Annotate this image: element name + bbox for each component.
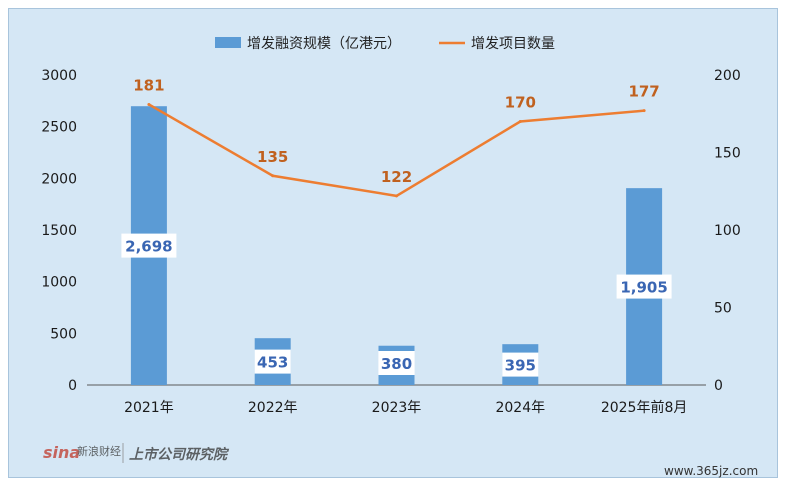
combo-chart: 增发融资规模（亿港元） 增发项目数量 050010001500200025003… <box>41 36 758 478</box>
y-left-tick-label: 2500 <box>41 120 77 136</box>
count-point <box>642 109 646 113</box>
bar-value-label: 395 <box>505 357 536 375</box>
y-right-tick-label: 100 <box>714 223 741 239</box>
chart-card: 增发融资规模（亿港元） 增发项目数量 0 500 1000 1500 2000 2500 3… <box>8 8 778 478</box>
bar-value-label: 453 <box>257 354 288 372</box>
legend-bar-swatch <box>215 37 241 48</box>
count-point <box>147 102 151 106</box>
count-value-label: 170 <box>505 94 536 112</box>
y-left-tick-label: 2000 <box>41 171 77 187</box>
institute-text: 上市公司研究院 <box>129 446 230 463</box>
watermark: sina 新浪财经 上市公司研究院 <box>43 443 230 463</box>
bar-value-label: 380 <box>381 355 412 373</box>
bar-label-box <box>254 349 291 374</box>
bar-value-label: 1,905 <box>620 279 667 297</box>
count-value-label: 122 <box>381 168 412 186</box>
x-tick-label: 2023年 <box>372 400 422 416</box>
x-tick-label: 2022年 <box>248 400 298 416</box>
count-point <box>518 120 522 123</box>
x-axis: 2021年 2022年 2023年 2024年 2025年前8月 <box>124 399 687 416</box>
x-tick-label: 2025年前8月 <box>601 399 688 416</box>
x-tick-label: 2024年 <box>495 400 545 416</box>
bar-series: 2,698 453 380 395 1,905 <box>121 106 672 385</box>
y-right-tick-label: 0 <box>714 378 723 394</box>
y-left-tick-label: 1500 <box>41 223 77 239</box>
y-axis-left: 0 500 1000 1500 2000 2500 3000 <box>41 68 77 394</box>
legend: 增发融资规模（亿港元） 增发项目数量 <box>215 36 555 52</box>
legend-bar-label: 增发融资规模（亿港元） <box>247 36 401 52</box>
y-right-tick-label: 200 <box>714 68 741 84</box>
y-left-tick-label: 3000 <box>41 68 77 84</box>
count-value-label: 135 <box>257 148 288 166</box>
legend-line-label: 增发项目数量 <box>471 36 555 52</box>
y-left-tick-label: 500 <box>50 326 77 342</box>
bar-label-box <box>502 352 539 377</box>
y-left-tick-label: 1000 <box>41 275 77 291</box>
count-point <box>395 194 398 198</box>
y-right-tick-label: 150 <box>714 146 741 162</box>
sina-finance-text: 新浪财经 <box>77 444 121 458</box>
count-point <box>271 174 275 178</box>
site-watermark: www.365jz.com <box>664 464 758 478</box>
bar-label-box <box>616 274 672 299</box>
count-value-label: 181 <box>133 76 164 94</box>
bar-value-label: 2,698 <box>125 238 172 256</box>
bar-label-box <box>378 351 415 375</box>
y-axis-right: 0 50 100 150 200 <box>714 68 741 394</box>
sina-logo: sina <box>43 443 80 462</box>
count-value-label: 177 <box>628 83 659 101</box>
bar-label-box <box>121 233 177 258</box>
y-right-tick-label: 50 <box>714 301 732 317</box>
x-tick-label: 2021年 <box>124 400 174 416</box>
line-series: 181 135 122 170 177 <box>133 76 660 198</box>
y-left-tick-label: 0 <box>68 378 77 394</box>
